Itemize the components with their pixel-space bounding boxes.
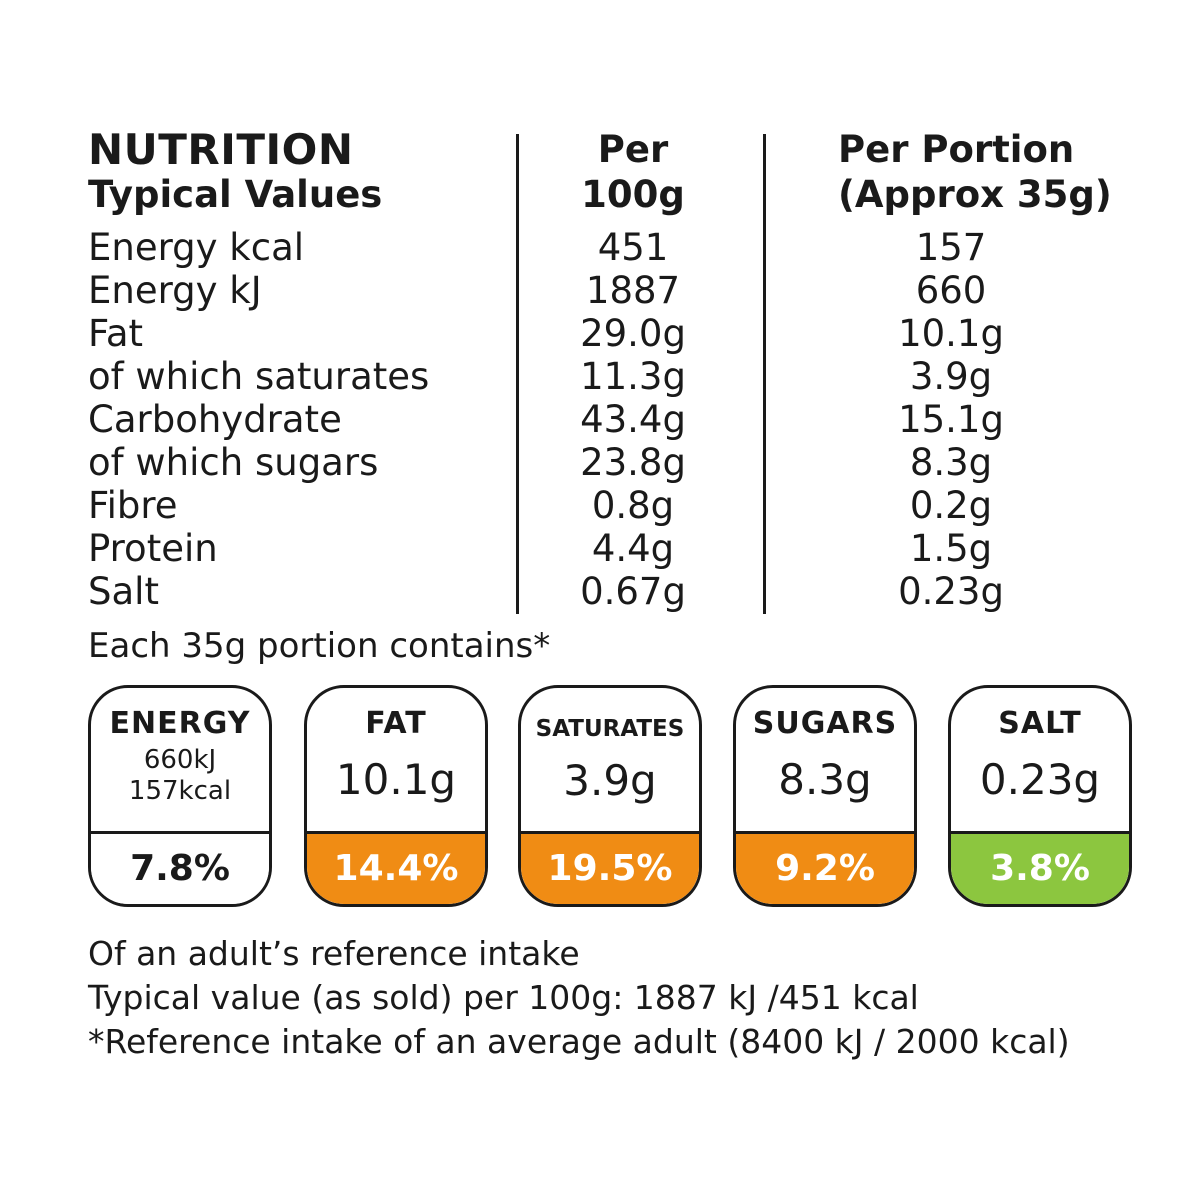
row-label: Fibre [88, 484, 178, 527]
row-label: Carbohydrate [88, 398, 342, 441]
row-label: of which saturates [88, 355, 430, 398]
table-row: Energy kcal 451 157 [88, 226, 1088, 269]
row-per100: 23.8g [580, 441, 686, 484]
reference-intake-note: Of an adult’s reference intake [88, 934, 580, 973]
badge-energy-kcal: 157kcal [128, 776, 232, 806]
badge-name: SUGARS [752, 706, 898, 741]
row-label: Protein [88, 527, 218, 570]
typical-value-note: Typical value (as sold) per 100g: 1887 k… [88, 978, 919, 1017]
row-per100: 0.8g [591, 484, 675, 527]
badge-name: FAT [365, 706, 427, 741]
column-divider [516, 134, 519, 614]
row-label: Fat [88, 312, 144, 355]
badge-value: 3.9g [563, 756, 657, 805]
row-per100: 0.67g [580, 570, 686, 613]
badge-percent: 19.5% [521, 831, 699, 904]
per-portion-header: Per Portion [838, 128, 1075, 171]
row-label: Salt [88, 570, 159, 613]
badge-percent: 7.8% [91, 831, 269, 904]
row-portion: 660 [915, 269, 987, 312]
salt-badge: SALT 0.23g 3.8% [948, 685, 1132, 907]
badge-value: 10.1g [335, 755, 457, 804]
table-row: Energy kJ 1887 660 [88, 269, 1088, 312]
row-portion: 0.23g [898, 570, 1004, 613]
badge-value: 8.3g [778, 755, 872, 804]
row-label: Energy kcal [88, 226, 305, 269]
saturates-badge: SATURATES 3.9g 19.5% [518, 685, 702, 907]
portion-statement: Each 35g portion contains* [88, 626, 551, 666]
badge-name: SATURATES [535, 716, 685, 742]
row-portion: 15.1g [898, 398, 1004, 441]
per100-header: Per [597, 128, 669, 171]
table-row: of which saturates 11.3g 3.9g [88, 355, 1088, 398]
badge-energy-kj: 660kJ [143, 745, 217, 775]
table-row: Fat 29.0g 10.1g [88, 312, 1088, 355]
footer-notes: Of an adult’s reference intake Typical v… [88, 932, 1148, 1064]
row-per100: 11.3g [580, 355, 686, 398]
row-per100: 4.4g [591, 527, 675, 570]
row-per100: 451 [597, 226, 669, 269]
table-header-row-2: Typical Values 100g (Approx 35g) [88, 173, 1112, 216]
row-per100: 43.4g [580, 398, 686, 441]
sugars-badge-top: SUGARS 8.3g [736, 688, 914, 831]
table-row: Fibre 0.8g 0.2g [88, 484, 1088, 527]
row-portion: 1.5g [909, 527, 993, 570]
row-label: of which sugars [88, 441, 379, 484]
badge-percent: 14.4% [307, 831, 485, 904]
table-subtitle: Typical Values [88, 173, 383, 216]
salt-badge-top: SALT 0.23g [951, 688, 1129, 831]
energy-badge: ENERGY 660kJ 157kcal 7.8% [88, 685, 272, 907]
fat-badge: FAT 10.1g 14.4% [304, 685, 488, 907]
badge-name: ENERGY [109, 706, 251, 741]
row-label: Energy kJ [88, 269, 262, 312]
badge-value: 0.23g [979, 755, 1101, 804]
table-header-row-1: NUTRITION Per Per Portion [88, 128, 1088, 171]
row-per100: 29.0g [580, 312, 686, 355]
badge-name: SALT [998, 706, 1082, 741]
row-per100: 1887 [585, 269, 681, 312]
energy-badge-top: ENERGY 660kJ 157kcal [91, 688, 269, 831]
table-row: Protein 4.4g 1.5g [88, 527, 1088, 570]
table-title: NUTRITION [88, 125, 354, 174]
row-portion: 0.2g [909, 484, 993, 527]
column-divider [763, 134, 766, 614]
badge-percent: 9.2% [736, 831, 914, 904]
sugars-badge: SUGARS 8.3g 9.2% [733, 685, 917, 907]
row-portion: 8.3g [909, 441, 993, 484]
row-portion: 10.1g [898, 312, 1004, 355]
table-row: Salt 0.67g 0.23g [88, 570, 1088, 613]
saturates-badge-top: SATURATES 3.9g [521, 688, 699, 831]
fat-badge-top: FAT 10.1g [307, 688, 485, 831]
per-portion-header-approx: (Approx 35g) [838, 173, 1112, 216]
row-portion: 3.9g [909, 355, 993, 398]
per100-header-unit: 100g [581, 173, 685, 216]
badge-percent: 3.8% [951, 831, 1129, 904]
row-portion: 157 [915, 226, 987, 269]
nutrition-table: NUTRITION Per Per Portion Typical Values… [88, 128, 1112, 618]
reference-intake-badges: ENERGY 660kJ 157kcal 7.8% FAT 10.1g 14.4… [88, 685, 1138, 910]
table-row: Carbohydrate 43.4g 15.1g [88, 398, 1088, 441]
table-row: of which sugars 23.8g 8.3g [88, 441, 1088, 484]
reference-adult-note: *Reference intake of an average adult (8… [88, 1022, 1070, 1061]
